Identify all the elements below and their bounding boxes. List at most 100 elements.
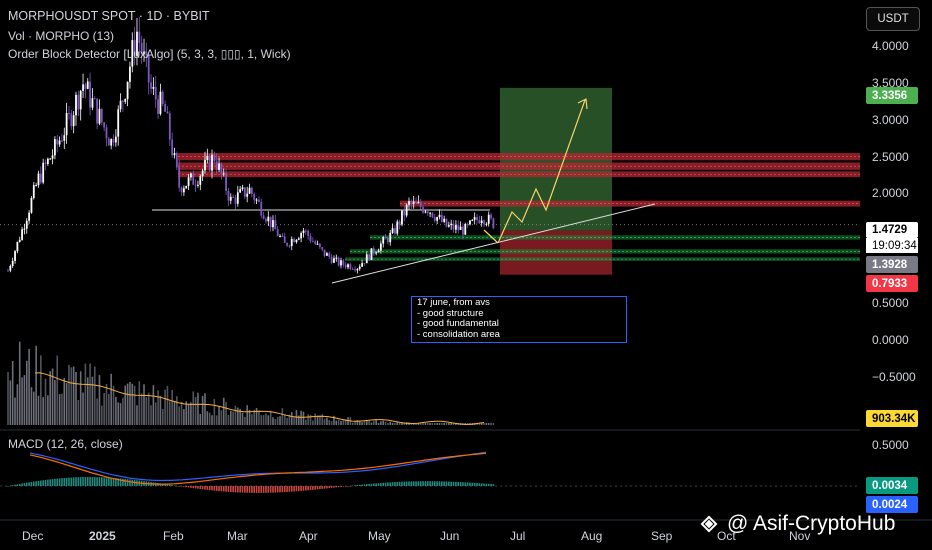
volume-bar [129, 381, 131, 425]
candle-body [297, 238, 300, 240]
time-axis-label: Apr [299, 529, 318, 543]
macd-histogram-bar [274, 486, 277, 493]
candle-body [386, 238, 389, 243]
candle-body [70, 113, 73, 127]
volume-bar [199, 413, 202, 425]
macd-histogram-bar [412, 481, 415, 486]
macd-histogram-bar [490, 484, 492, 486]
macd-histogram-bar [204, 486, 206, 490]
candle-body [318, 243, 321, 248]
volume-bar [157, 390, 159, 425]
volume-bar [232, 411, 234, 425]
candle-body [129, 66, 131, 82]
volume-bar [110, 373, 112, 425]
candle-body [145, 51, 148, 56]
macd-histogram-bar [246, 486, 248, 493]
volume-bar [351, 422, 354, 425]
candle-body [98, 108, 101, 124]
symbol-title[interactable]: MORPHOUSDT SPOT · 1D · BYBIT [8, 9, 210, 23]
volume-bar [63, 377, 66, 425]
volume-bar [9, 380, 12, 425]
volume-bar [14, 397, 16, 425]
candle-body [206, 155, 209, 160]
candle-body [302, 230, 305, 233]
macd-histogram-bar [351, 485, 354, 487]
volume-bar [119, 403, 122, 425]
volume-bar [213, 399, 216, 425]
macd-histogram-bar [455, 481, 457, 486]
volume-bar [452, 423, 455, 425]
candle-body [124, 99, 127, 102]
volume-bar [480, 423, 483, 425]
candle-body [262, 215, 265, 219]
volume-bar [255, 408, 258, 425]
volume-bar [377, 423, 380, 425]
volume-bar [237, 407, 239, 425]
volume-bar [433, 423, 436, 425]
order-block-legend[interactable]: Order Block Detector [LuxAlgo] (5, 3, 3,… [8, 47, 291, 61]
macd-histogram-bar [476, 483, 478, 486]
volume-bar [185, 401, 188, 425]
candle-body [229, 196, 232, 201]
candle-body [265, 218, 267, 222]
macd-histogram-bar [483, 483, 485, 486]
macd-histogram-bar [288, 486, 291, 492]
volume-bar [70, 367, 73, 425]
volume-bar [176, 396, 178, 425]
macd-histogram-bar [370, 483, 373, 486]
macd-histogram-bar [459, 482, 462, 486]
candle-body [429, 212, 431, 214]
candle-body [250, 187, 253, 194]
volume-bar [335, 420, 338, 425]
candle-body [236, 192, 239, 204]
volume-bar [265, 413, 267, 425]
currency-button[interactable]: USDT [866, 7, 920, 31]
candle-body [103, 122, 106, 128]
macd-histogram-bar [122, 478, 124, 486]
candle-body [372, 248, 375, 254]
volume-bar [274, 418, 277, 425]
macd-histogram-bar [126, 479, 129, 486]
macd-histogram-bar [272, 486, 274, 493]
volume-bar [171, 389, 173, 425]
note-line: 17 june, from avs [417, 297, 490, 308]
candle-body [365, 254, 368, 264]
volume-bar [16, 384, 19, 425]
volume-bar [117, 402, 120, 425]
note-line: - consolidation area [417, 328, 500, 340]
candle-body [394, 228, 396, 234]
macd-histogram-bar [75, 477, 77, 486]
volume-bar [37, 395, 40, 425]
volume-bar [91, 376, 94, 425]
volume-bar [403, 422, 406, 425]
macd-histogram-bar [330, 486, 333, 488]
candle-body [279, 235, 281, 237]
candle-body [457, 225, 460, 231]
volume-bar [424, 423, 427, 425]
candle-body [225, 173, 227, 191]
volume-bar [192, 391, 195, 425]
candle-body [107, 138, 110, 146]
candle-body [272, 220, 274, 228]
macd-histogram-bar [70, 477, 73, 486]
time-axis-label: Jun [440, 529, 460, 543]
price-axis-tick: 4.0000 [872, 39, 909, 53]
macd-histogram-bar [183, 486, 185, 487]
candle-body [243, 187, 246, 197]
candle-body [77, 94, 80, 110]
macd-histogram-bar [305, 486, 307, 491]
volume-legend[interactable]: Vol · MORPHO (13) [8, 29, 115, 43]
note-line: - good fundamental [417, 318, 499, 329]
analysis-note[interactable]: 17 june, from avs - good structure - goo… [411, 296, 627, 343]
macd-histogram-bar [410, 481, 413, 486]
volume-bar [28, 348, 30, 425]
volume-bar [164, 389, 166, 425]
macd-histogram-bar [178, 486, 180, 487]
candle-body [222, 173, 225, 175]
macd-legend[interactable]: MACD (12, 26, close) [8, 437, 123, 451]
volume-bar [492, 423, 495, 425]
volume-bar [441, 423, 443, 425]
volume-bar [183, 409, 185, 425]
volume-bar [51, 368, 54, 425]
